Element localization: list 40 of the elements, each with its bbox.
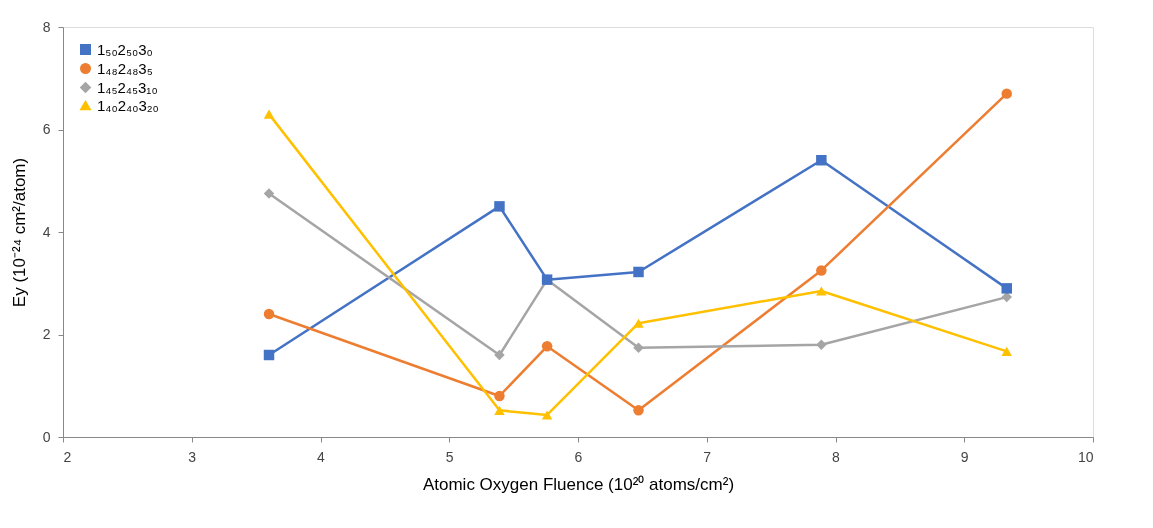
point — [263, 349, 275, 361]
point — [633, 266, 644, 278]
point — [494, 405, 505, 415]
point — [541, 410, 553, 420]
x-tick-label: 9 — [960, 448, 969, 465]
point — [263, 308, 275, 320]
x-tick-label: 6 — [574, 448, 583, 465]
point — [494, 390, 505, 402]
point — [816, 265, 827, 276]
x-tick-label: 3 — [188, 448, 197, 465]
y-tick-label: 4 — [42, 223, 51, 240]
point — [1001, 88, 1012, 99]
point — [494, 201, 505, 212]
point — [1001, 283, 1012, 294]
y-tick-label: 6 — [42, 121, 51, 137]
point — [541, 341, 553, 352]
x-tick-label: 10 — [1077, 448, 1094, 465]
point — [1001, 346, 1012, 356]
point — [633, 342, 644, 354]
point — [633, 318, 644, 328]
point — [816, 155, 827, 166]
x-tick-label: 7 — [703, 448, 712, 465]
x-axis-title: Atomic Oxygen Fluence (10²⁰ atoms/cm²) — [422, 474, 735, 494]
y-tick-label: 2 — [42, 326, 51, 342]
y-tick-label: 0 — [42, 428, 51, 445]
x-tick-label: 4 — [317, 448, 326, 465]
point — [494, 349, 505, 361]
x-tick-label: 8 — [832, 448, 841, 465]
legend-label: 1₄₀2₄₀3₂₀ — [97, 96, 159, 114]
legend-label: 1₅₀2₅₀3₀ — [97, 40, 153, 58]
y-tick-label: 8 — [42, 18, 51, 35]
legend-label: 1₄₈2₄₈3₅ — [97, 59, 153, 77]
legend-label: 1₄₅2₄₅3₁₀ — [97, 78, 158, 96]
y-axis-title: Ey (10⁻²⁴ cm²/atom) — [9, 157, 29, 308]
x-tick-label: 2 — [63, 448, 72, 465]
point — [263, 188, 275, 199]
point — [263, 109, 275, 119]
point — [633, 405, 644, 416]
x-tick-label: 5 — [445, 448, 454, 465]
point — [816, 339, 827, 350]
